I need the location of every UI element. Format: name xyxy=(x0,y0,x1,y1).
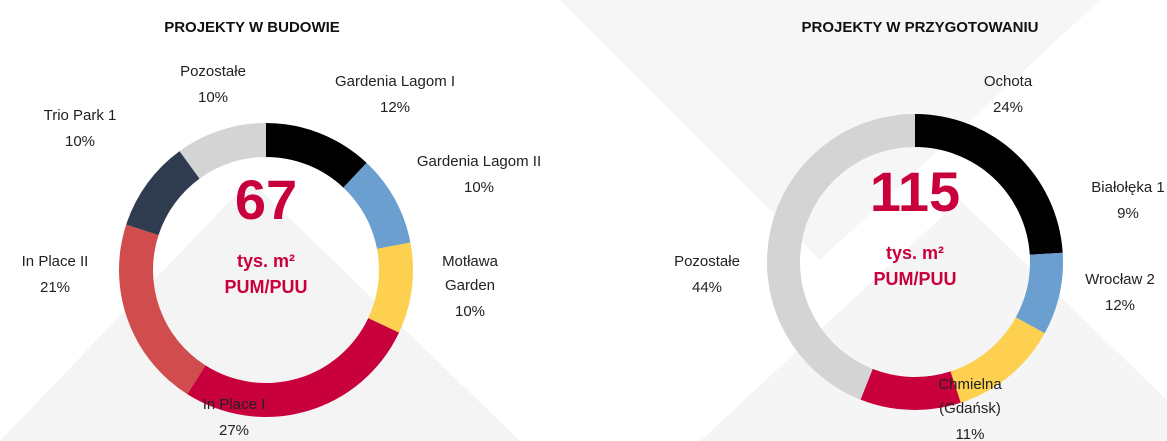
label-line: (Gdańsk) xyxy=(939,400,1001,417)
donut-segment xyxy=(126,151,200,236)
value-label: 11% xyxy=(956,426,985,441)
donut-segment xyxy=(187,318,400,417)
center-unit: tys. m² xyxy=(237,251,295,271)
center-label: PUM/PUU xyxy=(224,277,307,297)
value-label: 27% xyxy=(219,422,249,439)
label-line: Białołęka 1 xyxy=(1091,179,1164,196)
label-line: Chmielna xyxy=(938,376,1002,393)
donut-segment xyxy=(118,224,206,395)
background-shape xyxy=(560,0,1100,260)
donut-segment xyxy=(1015,252,1063,334)
value-label: 10% xyxy=(455,303,485,320)
segment-label: Pozostałe 44% xyxy=(674,253,740,296)
value-label: 10% xyxy=(464,179,494,196)
value-label: 24% xyxy=(993,99,1023,116)
segment-label: Wrocław 2 12% xyxy=(1085,271,1155,314)
value-label: 10% xyxy=(198,89,228,106)
segment-label: Trio Park 1 10% xyxy=(44,107,117,150)
donut-segment xyxy=(343,162,411,249)
label-line: Pozostałe xyxy=(674,253,740,270)
segment-label: In Place II 21% xyxy=(22,253,89,296)
value-label: 9% xyxy=(1117,205,1139,222)
center-label: PUM/PUU xyxy=(873,269,956,289)
segment-label: Białołęka 1 9% xyxy=(1091,179,1164,222)
label-line: Trio Park 1 xyxy=(44,107,117,124)
background-shape xyxy=(0,180,520,441)
value-label: 44% xyxy=(692,279,722,296)
segment-label: Gardenia Lagom II 10% xyxy=(417,153,541,196)
value-label: 21% xyxy=(40,279,70,296)
donut-segment xyxy=(266,123,367,188)
label-line: Motława xyxy=(442,253,499,270)
donut-segment xyxy=(179,123,266,179)
donut-segment xyxy=(860,368,961,410)
donut-segment xyxy=(368,242,413,333)
donut-segment xyxy=(766,114,915,400)
label-line: Pozostałe xyxy=(180,63,246,80)
chart-title: PROJEKTY W PRZYGOTOWANIU xyxy=(802,19,1039,36)
segment-label: Gardenia Lagom I 12% xyxy=(335,73,455,116)
label-line: In Place I xyxy=(203,396,266,413)
background-shape xyxy=(700,200,1167,441)
donut-segment xyxy=(950,317,1045,403)
label-line: Ochota xyxy=(984,73,1033,90)
center-unit: tys. m² xyxy=(886,243,944,263)
label-line: Gardenia Lagom I xyxy=(335,73,455,90)
chart-title: PROJEKTY W BUDOWIE xyxy=(164,19,340,36)
segment-label: Ochota 24% xyxy=(984,73,1033,116)
label-line: Wrocław 2 xyxy=(1085,271,1155,288)
segment-label: In Place I 27% xyxy=(203,396,266,439)
label-line: Garden xyxy=(445,277,495,294)
center-value: 67 xyxy=(235,168,297,231)
label-line: Gardenia Lagom II xyxy=(417,153,541,170)
label-line: In Place II xyxy=(22,253,89,270)
segment-label: Motława Garden 10% xyxy=(442,253,499,320)
value-label: 10% xyxy=(65,133,95,150)
center-value: 115 xyxy=(870,160,960,223)
segment-label: Chmielna (Gdańsk) 11% xyxy=(938,376,1002,441)
segment-label: Pozostałe 10% xyxy=(180,63,246,106)
value-label: 12% xyxy=(380,99,410,116)
value-label: 12% xyxy=(1105,297,1135,314)
donut-segment xyxy=(915,114,1063,255)
